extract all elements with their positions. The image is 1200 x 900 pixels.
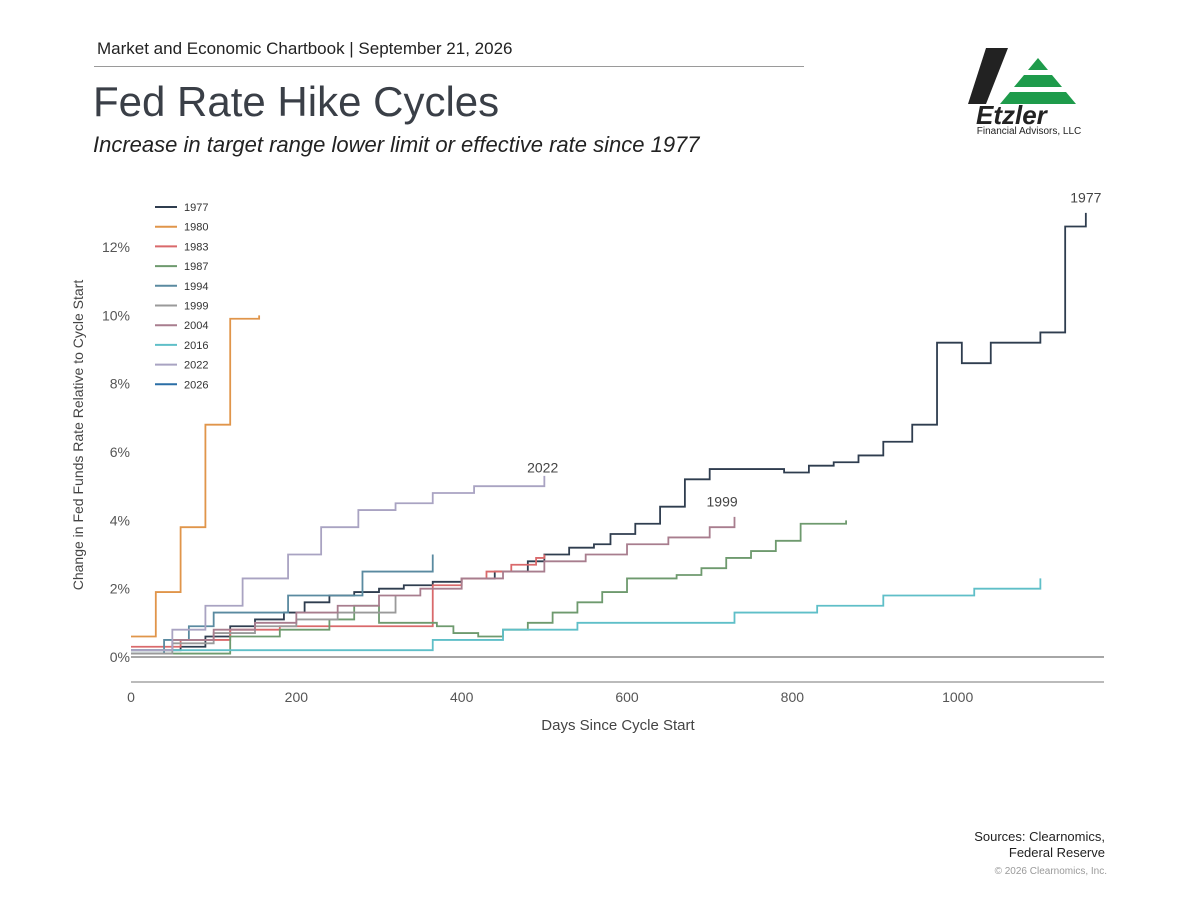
sources-line-2: Federal Reserve bbox=[1008, 845, 1105, 860]
series-line-2022 bbox=[131, 475, 546, 652]
copyright: © 2026 Clearnomics, Inc. bbox=[994, 866, 1107, 877]
legend-label-1994: 1994 bbox=[184, 281, 208, 293]
series-line-2016 bbox=[131, 578, 1042, 652]
x-tick-label: 800 bbox=[781, 689, 805, 705]
sources-note: Sources: Clearnomics, Federal Reserve bbox=[974, 829, 1105, 861]
series-line-1980 bbox=[131, 315, 261, 638]
series-line-2004 bbox=[131, 516, 736, 652]
series-line-1977 bbox=[131, 212, 1087, 652]
legend-label-1999: 1999 bbox=[184, 301, 208, 313]
y-tick-label: 10% bbox=[102, 307, 130, 323]
y-tick-label: 2% bbox=[110, 581, 130, 597]
chartbook-header: Market and Economic Chartbook | Septembe… bbox=[97, 39, 513, 58]
logo-icon: Etzler bbox=[968, 48, 1076, 130]
series-line-1999 bbox=[131, 595, 397, 655]
x-tick-label: 0 bbox=[127, 689, 135, 705]
legend-label-2026: 2026 bbox=[184, 379, 208, 391]
legend: 1977 1980 1983 1987 1994 1999 2004 2016 2022 2026 bbox=[155, 202, 208, 391]
x-tick-label: 1000 bbox=[942, 689, 973, 705]
x-tick-label: 400 bbox=[450, 689, 474, 705]
y-axis-label: Change in Fed Funds Rate Relative to Cyc… bbox=[70, 280, 86, 591]
page-title: Fed Rate Hike Cycles bbox=[93, 78, 500, 125]
x-axis-ticks: 0 200 400 600 800 1000 bbox=[127, 689, 973, 705]
legend-label-1987: 1987 bbox=[184, 261, 208, 273]
legend-label-2004: 2004 bbox=[184, 320, 208, 332]
series-annotations: 1977 2022 1999 bbox=[527, 190, 1102, 510]
header-divider bbox=[94, 66, 804, 67]
series-line-1983 bbox=[131, 554, 546, 648]
series-lines bbox=[131, 212, 1087, 655]
x-axis-label: Days Since Cycle Start bbox=[541, 717, 695, 734]
annotation-1977: 1977 bbox=[1070, 190, 1101, 206]
legend-label-1977: 1977 bbox=[184, 202, 208, 214]
legend-label-2016: 2016 bbox=[184, 340, 208, 352]
logo-subtitle: Financial Advisors, LLC bbox=[976, 126, 1082, 137]
x-tick-label: 600 bbox=[615, 689, 639, 705]
legend-label-1983: 1983 bbox=[184, 241, 208, 253]
annotation-1999: 1999 bbox=[707, 494, 738, 510]
y-axis-ticks: 0% 2% 4% 6% 8% 10% 12% bbox=[102, 239, 130, 665]
y-tick-label: 8% bbox=[110, 376, 130, 392]
y-tick-label: 4% bbox=[110, 512, 130, 528]
y-tick-label: 6% bbox=[110, 444, 130, 460]
logo-wordmark: Etzler bbox=[976, 100, 1049, 130]
series-line-1987 bbox=[131, 520, 847, 655]
legend-label-2022: 2022 bbox=[184, 360, 208, 372]
y-tick-label: 12% bbox=[102, 239, 130, 255]
annotation-2022: 2022 bbox=[527, 460, 558, 476]
sources-line-1: Sources: Clearnomics, bbox=[974, 829, 1105, 844]
x-tick-label: 200 bbox=[285, 689, 309, 705]
y-tick-label: 0% bbox=[110, 649, 130, 665]
page-subtitle: Increase in target range lower limit or … bbox=[93, 132, 700, 157]
series-line-1994 bbox=[131, 554, 434, 655]
legend-label-1980: 1980 bbox=[184, 222, 208, 234]
